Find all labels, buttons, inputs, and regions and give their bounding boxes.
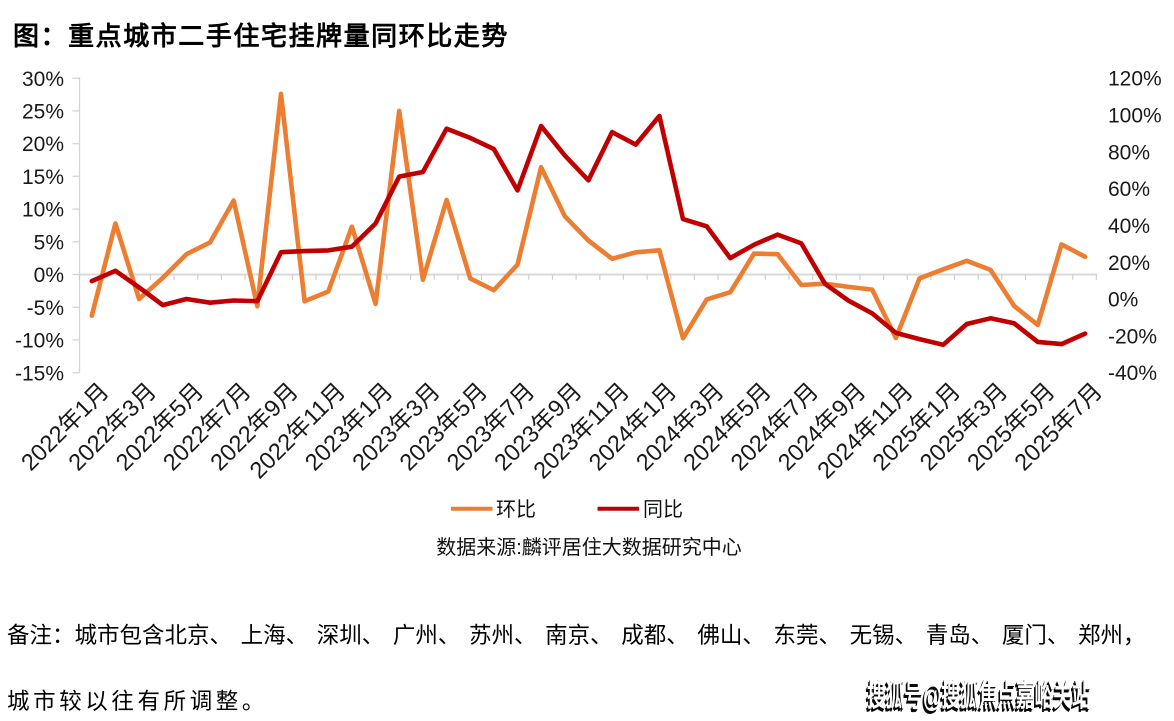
svg-text:数据来源:麟评居住大数据研究中心: 数据来源:麟评居住大数据研究中心 — [436, 536, 742, 559]
svg-text:100%: 100% — [1108, 104, 1162, 127]
svg-text:10%: 10% — [22, 199, 64, 222]
svg-text:30%: 30% — [22, 68, 64, 91]
svg-text:-10%: -10% — [15, 329, 64, 352]
svg-text:环比: 环比 — [496, 498, 536, 521]
svg-text:20%: 20% — [1108, 252, 1150, 275]
svg-text:40%: 40% — [1108, 215, 1150, 238]
svg-text:-15%: -15% — [15, 362, 64, 385]
svg-text:-20%: -20% — [1108, 325, 1157, 348]
svg-text:-5%: -5% — [27, 297, 64, 320]
svg-text:同比: 同比 — [643, 498, 683, 521]
svg-text:20%: 20% — [22, 133, 64, 156]
svg-text:60%: 60% — [1108, 178, 1150, 201]
svg-text:80%: 80% — [1108, 141, 1150, 164]
svg-text:0%: 0% — [34, 264, 64, 287]
svg-text:5%: 5% — [34, 231, 64, 254]
svg-text:15%: 15% — [22, 166, 64, 189]
svg-text:25%: 25% — [22, 100, 64, 123]
svg-text:-40%: -40% — [1108, 362, 1157, 385]
svg-text:0%: 0% — [1108, 289, 1138, 312]
svg-text:120%: 120% — [1108, 68, 1162, 91]
